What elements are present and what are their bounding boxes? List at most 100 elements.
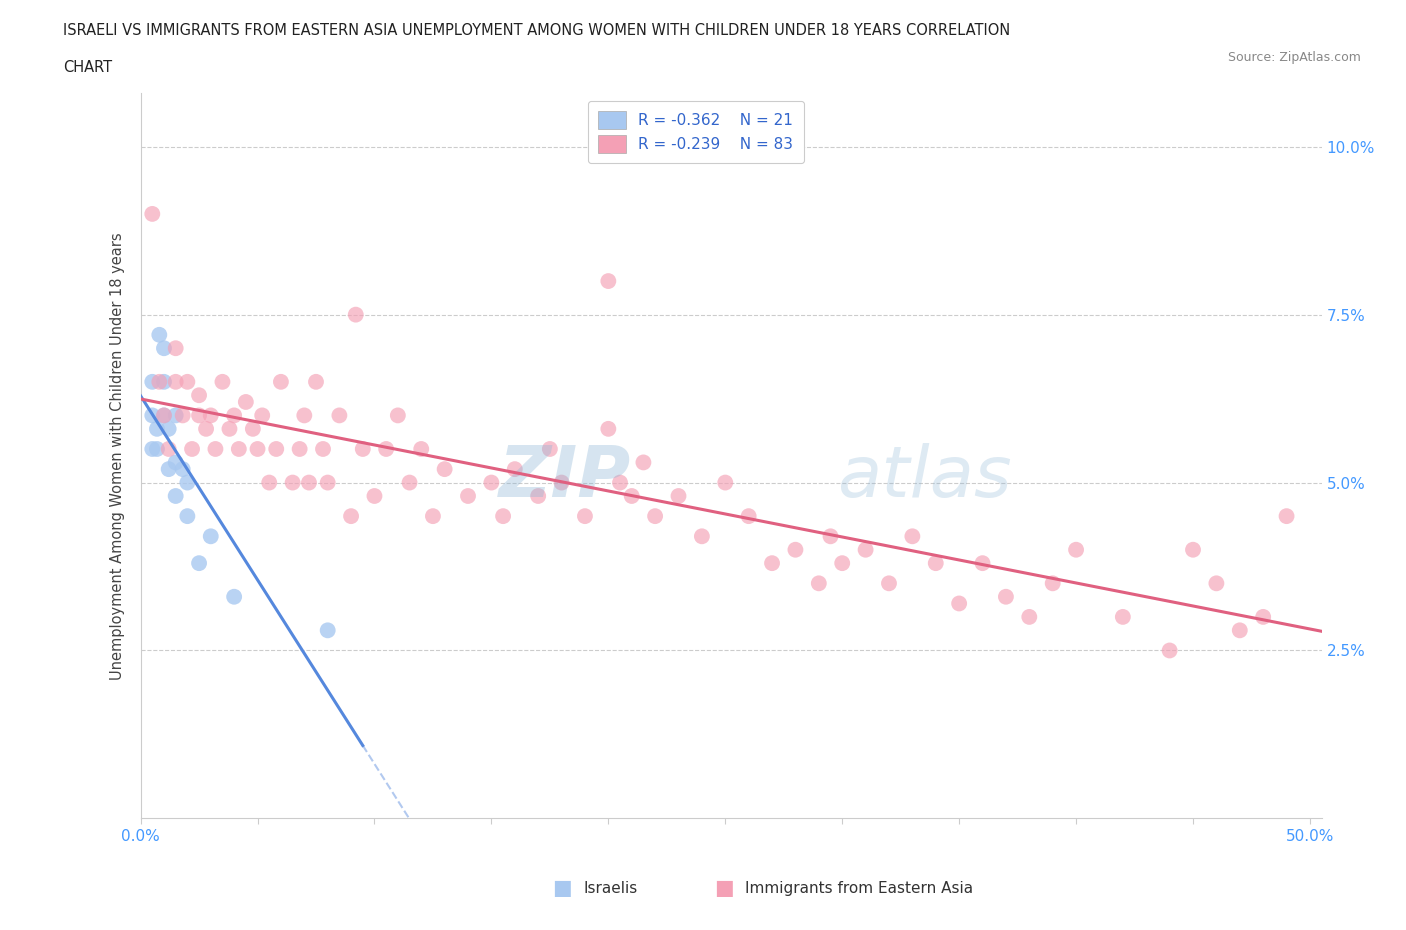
Point bbox=[188, 388, 211, 403]
Point bbox=[375, 442, 398, 457]
Point bbox=[224, 590, 246, 604]
Point bbox=[141, 408, 163, 423]
Point bbox=[264, 442, 287, 457]
Point bbox=[165, 488, 187, 503]
Point bbox=[148, 375, 170, 390]
Point bbox=[877, 576, 900, 591]
Point bbox=[157, 442, 180, 457]
Point bbox=[146, 442, 169, 457]
Point bbox=[503, 461, 526, 476]
Text: CHART: CHART bbox=[63, 60, 112, 75]
Point bbox=[312, 442, 335, 457]
Point bbox=[250, 408, 273, 423]
Point bbox=[690, 529, 713, 544]
Point bbox=[316, 623, 339, 638]
Point bbox=[181, 442, 204, 457]
Point bbox=[352, 442, 374, 457]
Point bbox=[157, 421, 180, 436]
Point bbox=[398, 475, 420, 490]
Point bbox=[1042, 576, 1064, 591]
Point bbox=[153, 408, 176, 423]
Point bbox=[972, 556, 994, 571]
Point bbox=[609, 475, 631, 490]
Point bbox=[148, 327, 170, 342]
Point bbox=[141, 375, 163, 390]
Point bbox=[200, 529, 222, 544]
Point bbox=[188, 556, 211, 571]
Point bbox=[153, 340, 176, 355]
Point bbox=[481, 475, 503, 490]
Point bbox=[994, 590, 1017, 604]
Point bbox=[550, 475, 572, 490]
Point bbox=[316, 475, 339, 490]
Point bbox=[538, 442, 561, 457]
Point bbox=[644, 509, 666, 524]
Point bbox=[948, 596, 970, 611]
Point bbox=[433, 461, 456, 476]
Text: ■: ■ bbox=[553, 878, 572, 898]
Point bbox=[492, 509, 515, 524]
Text: atlas: atlas bbox=[838, 443, 1012, 512]
Point bbox=[165, 408, 187, 423]
Point bbox=[165, 375, 187, 390]
Point bbox=[165, 340, 187, 355]
Point bbox=[620, 488, 643, 503]
Point bbox=[157, 461, 180, 476]
Point bbox=[141, 442, 163, 457]
Point bbox=[1251, 609, 1274, 624]
Point bbox=[925, 556, 948, 571]
Point bbox=[153, 375, 176, 390]
Point bbox=[176, 509, 198, 524]
Point bbox=[1205, 576, 1227, 591]
Point bbox=[820, 529, 842, 544]
Point bbox=[298, 475, 321, 490]
Point bbox=[598, 273, 620, 288]
Point bbox=[146, 421, 169, 436]
Point bbox=[1112, 609, 1135, 624]
Point bbox=[855, 542, 877, 557]
Point bbox=[598, 421, 620, 436]
Point bbox=[411, 442, 433, 457]
Point bbox=[281, 475, 304, 490]
Point bbox=[363, 488, 385, 503]
Point bbox=[1159, 643, 1181, 658]
Point bbox=[176, 475, 198, 490]
Point bbox=[761, 556, 783, 571]
Point bbox=[235, 394, 257, 409]
Point bbox=[901, 529, 924, 544]
Point bbox=[188, 408, 211, 423]
Point bbox=[831, 556, 853, 571]
Point bbox=[785, 542, 807, 557]
Text: ISRAELI VS IMMIGRANTS FROM EASTERN ASIA UNEMPLOYMENT AMONG WOMEN WITH CHILDREN U: ISRAELI VS IMMIGRANTS FROM EASTERN ASIA … bbox=[63, 23, 1011, 38]
Point bbox=[172, 461, 194, 476]
Point bbox=[633, 455, 655, 470]
Point bbox=[1064, 542, 1087, 557]
Text: Source: ZipAtlas.com: Source: ZipAtlas.com bbox=[1227, 51, 1361, 64]
Point bbox=[211, 375, 233, 390]
Point bbox=[270, 375, 292, 390]
Point bbox=[714, 475, 737, 490]
Point bbox=[668, 488, 690, 503]
Point bbox=[1229, 623, 1251, 638]
Point bbox=[328, 408, 350, 423]
Point bbox=[737, 509, 759, 524]
Text: Israelis: Israelis bbox=[583, 881, 638, 896]
Point bbox=[457, 488, 479, 503]
Point bbox=[807, 576, 830, 591]
Point bbox=[1018, 609, 1040, 624]
Point bbox=[527, 488, 550, 503]
Point bbox=[246, 442, 269, 457]
Text: Immigrants from Eastern Asia: Immigrants from Eastern Asia bbox=[745, 881, 973, 896]
Legend: R = -0.362    N = 21, R = -0.239    N = 83: R = -0.362 N = 21, R = -0.239 N = 83 bbox=[588, 100, 804, 164]
Point bbox=[387, 408, 409, 423]
Point bbox=[218, 421, 240, 436]
Point bbox=[574, 509, 596, 524]
Point bbox=[292, 408, 315, 423]
Point bbox=[257, 475, 280, 490]
Point bbox=[141, 206, 163, 221]
Point bbox=[422, 509, 444, 524]
Point bbox=[200, 408, 222, 423]
Text: ■: ■ bbox=[714, 878, 734, 898]
Y-axis label: Unemployment Among Women with Children Under 18 years: Unemployment Among Women with Children U… bbox=[110, 232, 125, 680]
Text: ZIP: ZIP bbox=[499, 443, 631, 512]
